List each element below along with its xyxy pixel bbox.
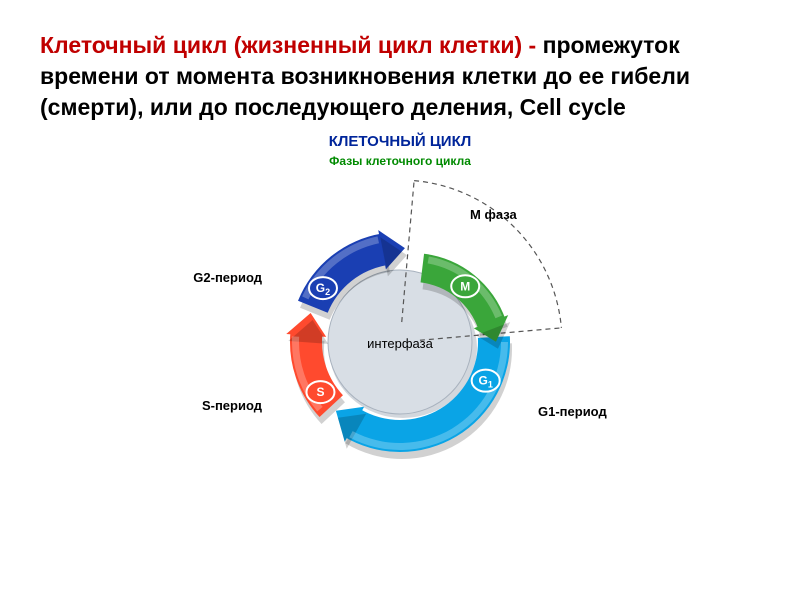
svg-text:M: M <box>460 279 470 293</box>
svg-text:S: S <box>316 385 324 399</box>
cycle-svg: G1SG2M <box>160 167 640 497</box>
label-s-period: S-период <box>202 398 262 413</box>
label-g1-period: G1-период <box>538 404 607 419</box>
header-highlight: Клеточный цикл (жизненный цикл клетки) - <box>40 32 543 58</box>
diagram-title: КЛЕТОЧНЫЙ ЦИКЛ <box>160 133 640 150</box>
label-m-phase: М фаза <box>470 207 517 222</box>
cell-cycle-diagram: КЛЕТОЧНЫЙ ЦИКЛ Фазы клеточного цикла G1S… <box>160 133 640 503</box>
header-paragraph: Клеточный цикл (жизненный цикл клетки) -… <box>40 30 760 123</box>
diagram-subtitle: Фазы клеточного цикла <box>160 154 640 168</box>
diagram-svg-wrap: G1SG2M М фаза G1-период S-период G2-пери… <box>160 167 640 497</box>
label-interphase: интерфаза <box>367 336 433 351</box>
label-g2-period: G2-период <box>193 270 262 285</box>
